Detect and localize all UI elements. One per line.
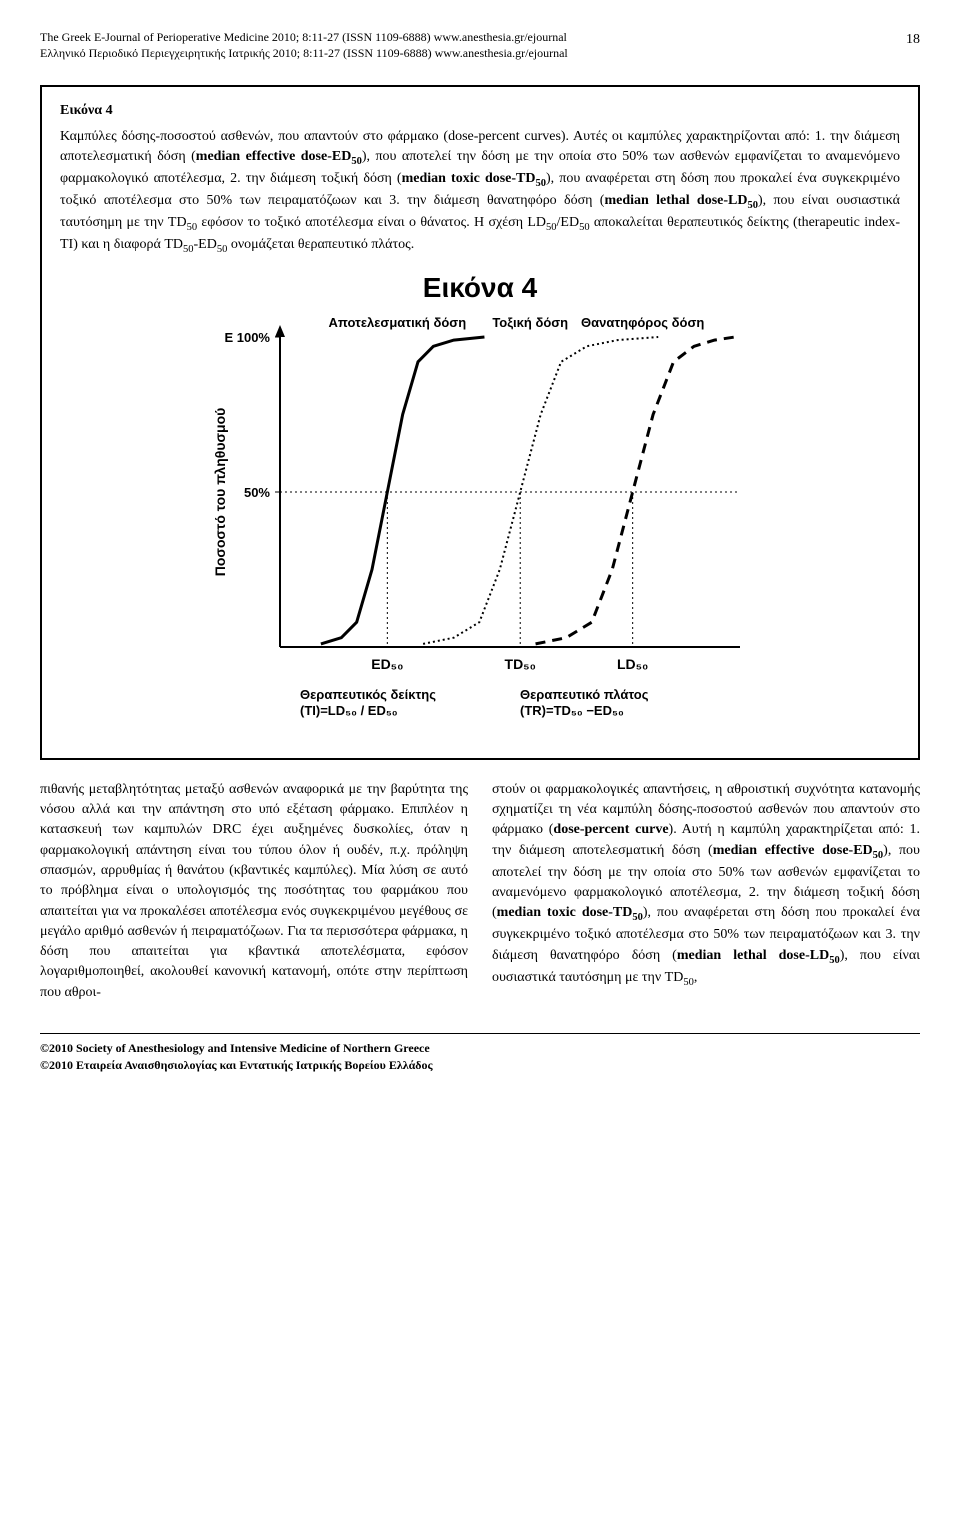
chart-svg: Εικόνα 4 50% E 100% Αποτελεσματική δόση Τοξι… xyxy=(200,267,760,737)
c2-b1: dose-percent curve xyxy=(553,822,668,837)
svg-text:Αποτελεσματική δόση: Αποτελεσματική δόση xyxy=(329,315,467,330)
svg-text:LD₅₀: LD₅₀ xyxy=(617,656,648,672)
journal-header: 18 The Greek E-Journal of Perioperative … xyxy=(40,30,920,61)
dose-percent-chart: Εικόνα 4 50% E 100% Αποτελεσματική δόση Τοξι… xyxy=(60,267,900,744)
svg-text:Τοξική δόση: Τοξική δόση xyxy=(492,315,568,330)
cap-s3: 50 xyxy=(747,200,758,211)
figure-title: Εικόνα 4 xyxy=(60,101,900,121)
footer: ©2010 Society of Anesthesiology and Inte… xyxy=(40,1040,920,1074)
footer-separator xyxy=(40,1033,920,1034)
cap-p6: /ED xyxy=(557,215,580,230)
cap-s5: 50 xyxy=(546,222,557,233)
svg-text:ED₅₀: ED₅₀ xyxy=(371,656,403,672)
svg-text:Ποσοστό του πληθυσμού: Ποσοστό του πληθυσμού xyxy=(212,408,228,577)
c2-s5: 50 xyxy=(683,976,694,987)
svg-text:50%: 50% xyxy=(244,485,270,500)
cap-p8: -ED xyxy=(194,237,217,252)
c2-b4: median lethal dose-LD xyxy=(677,948,829,963)
c2-s4: 50 xyxy=(829,954,840,965)
cap-s6: 50 xyxy=(579,222,590,233)
svg-text:Εικόνα 4: Εικόνα 4 xyxy=(423,272,538,303)
c2-s2: 50 xyxy=(873,849,884,860)
cap-b2: median toxic dose-TD xyxy=(402,171,536,186)
header-line-gr: Ελληνικό Περιοδικό Περιεγχειρητικής Ιατρ… xyxy=(40,46,920,62)
body-columns: πιθανής μεταβλητότητας μεταξύ ασθενών αν… xyxy=(40,780,920,1003)
column-right: στούν οι φαρμακολογικές απαντήσεις, η αθ… xyxy=(492,780,920,1003)
column-left: πιθανής μεταβλητότητας μεταξύ ασθενών αν… xyxy=(40,780,468,1003)
c2-s3: 50 xyxy=(632,912,643,923)
svg-text:Θανατηφόρος δόση: Θανατηφόρος δόση xyxy=(581,315,704,330)
svg-text:(TI)=LD₅₀ / ED₅₀: (TI)=LD₅₀ / ED₅₀ xyxy=(300,703,398,718)
cap-p5: εφόσον το τοξικό αποτέλεσμα είναι ο θάνα… xyxy=(197,215,546,230)
figure-caption: Καμπύλες δόσης-ποσοστού ασθενών, που απα… xyxy=(60,127,900,257)
svg-text:E 100%: E 100% xyxy=(224,330,270,345)
cap-b1: median effective dose-ED xyxy=(196,149,352,164)
c2-p6: , xyxy=(694,970,698,985)
svg-text:(TR)=TD₅₀ −ED₅₀: (TR)=TD₅₀ −ED₅₀ xyxy=(520,703,624,718)
cap-s2: 50 xyxy=(536,178,547,189)
cap-p9: ονομάζεται θεραπευτικό πλάτος. xyxy=(227,237,414,252)
header-line-en: The Greek E-Journal of Perioperative Med… xyxy=(40,30,920,46)
cap-s8: 50 xyxy=(217,244,228,255)
footer-line2: ©2010 Εταιρεία Αναισθησιολογίας και Εντα… xyxy=(40,1057,920,1074)
cap-s1: 50 xyxy=(351,156,362,167)
svg-text:Θεραπευτικό πλάτος: Θεραπευτικό πλάτος xyxy=(520,687,649,702)
figure-4-box: Εικόνα 4 Καμπύλες δόσης-ποσοστού ασθενών… xyxy=(40,85,920,760)
cap-b3: median lethal dose-LD xyxy=(604,193,747,208)
page-number: 18 xyxy=(906,30,920,50)
c2-b3: median toxic dose-TD xyxy=(497,905,633,920)
footer-line1: ©2010 Society of Anesthesiology and Inte… xyxy=(40,1040,920,1057)
c2-b2: median effective dose-ED xyxy=(713,843,873,858)
svg-text:TD₅₀: TD₅₀ xyxy=(505,656,536,672)
svg-text:Θεραπευτικός δείκτης: Θεραπευτικός δείκτης xyxy=(300,687,436,702)
cap-s4: 50 xyxy=(187,222,198,233)
cap-s7: 50 xyxy=(183,244,194,255)
